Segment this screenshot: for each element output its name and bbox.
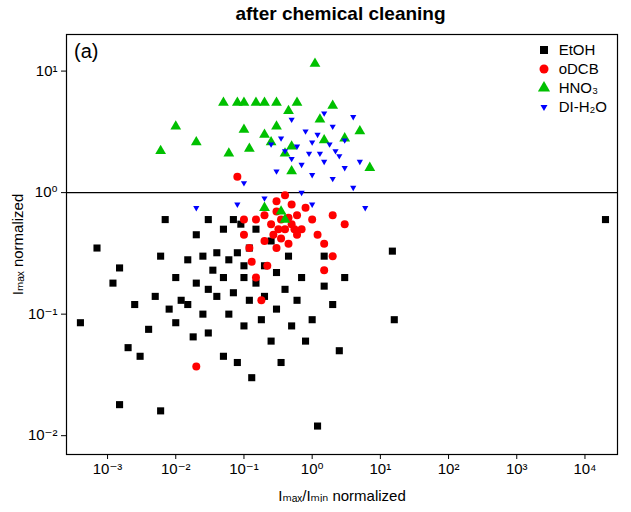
svg-text:10⁻¹: 10⁻¹	[229, 460, 259, 477]
svg-text:Iₘₐₓ/Iₘᵢₙ normalized: Iₘₐₓ/Iₘᵢₙ normalized	[278, 487, 406, 504]
svg-text:10⁻¹: 10⁻¹	[28, 305, 58, 322]
html-text:(a): (a)	[74, 40, 99, 62]
svg-text:10³: 10³	[506, 460, 528, 477]
svg-text:10¹: 10¹	[370, 460, 392, 477]
svg-text:10⁴: 10⁴	[573, 460, 596, 477]
svg-text:10⁻³: 10⁻³	[93, 460, 123, 477]
svg-text:10⁻²: 10⁻²	[28, 426, 58, 443]
svg-text:10⁻²: 10⁻²	[161, 460, 191, 477]
svg-text:10⁰: 10⁰	[35, 183, 58, 200]
html-text:after chemical cleaning: after chemical cleaning	[235, 3, 446, 24]
html-text:DI-H₂O: DI-H₂O	[558, 98, 607, 115]
svg-text:10²: 10²	[438, 460, 460, 477]
html-text:EtOH: EtOH	[558, 41, 596, 58]
html-text:HNO₃: HNO₃	[558, 79, 599, 96]
svg-text:10¹: 10¹	[36, 62, 58, 79]
svg-text:Iₘₐₓ normalized: Iₘₐₓ normalized	[9, 194, 26, 296]
svg-text:10⁰: 10⁰	[301, 460, 324, 477]
html-text:oDCB: oDCB	[558, 60, 599, 77]
